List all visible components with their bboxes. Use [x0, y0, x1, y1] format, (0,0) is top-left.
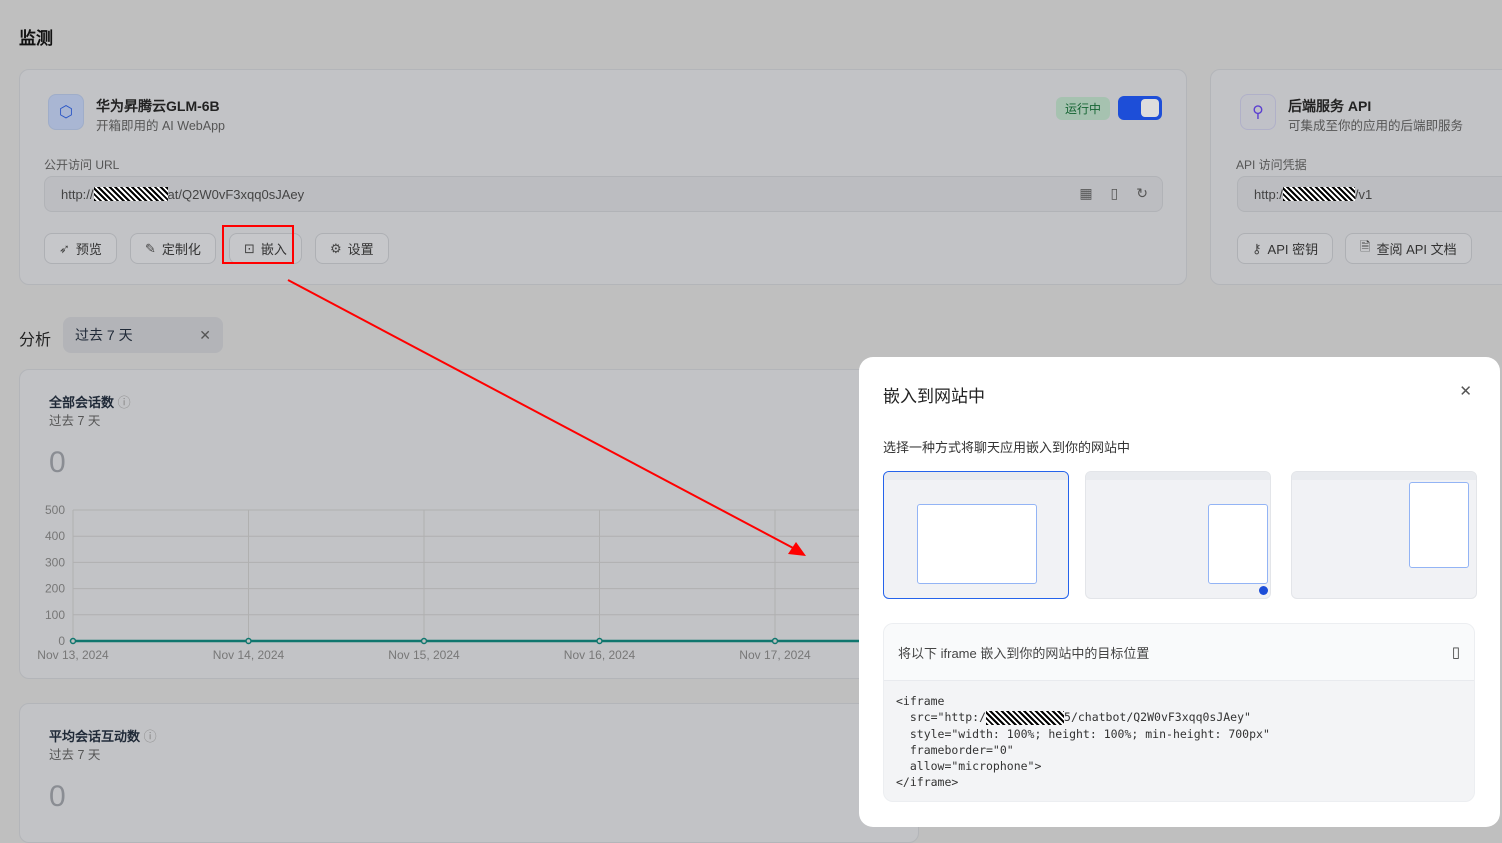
- gear-icon: ⚙: [330, 240, 342, 256]
- chart-total: 0: [49, 780, 66, 813]
- help-icon[interactable]: ⓘ: [143, 729, 157, 744]
- redacted: [986, 710, 1065, 725]
- button-label: API 密钥: [1267, 242, 1319, 257]
- rocket-icon: ➶: [59, 240, 70, 256]
- embed-button[interactable]: ⊡ 嵌入: [229, 233, 302, 264]
- data-point: [420, 637, 428, 645]
- enable-toggle[interactable]: [1118, 96, 1162, 120]
- period-select[interactable]: 过去 7 天 ✕: [63, 317, 223, 353]
- api-icon: ⚲: [1240, 94, 1276, 130]
- y-tick-label: 100: [45, 608, 65, 622]
- modal-title: 嵌入到网站中: [883, 387, 985, 406]
- cube-icon: ⬡: [48, 94, 84, 130]
- url-suffix: at/Q2W0vF3xqq0sJAey: [167, 186, 305, 202]
- button-label: 定制化: [161, 242, 201, 257]
- code-line: </iframe>: [896, 775, 959, 790]
- code-line: frameborder="0": [896, 742, 1014, 757]
- y-tick-label: 0: [58, 634, 65, 648]
- public-url-field[interactable]: http:// at/Q2W0vF3xqq0sJAey ▦ ▯ ↻: [44, 176, 1163, 212]
- x-tick-label: Nov 14, 2024: [213, 648, 285, 662]
- url-prefix: http://: [61, 186, 94, 202]
- code-line: src="http:/: [896, 710, 987, 725]
- chart-period: 过去 7 天: [49, 414, 101, 428]
- api-card: ⚲ 后端服务 API 可集成至你的应用的后端即服务 API 访问凭据 http:…: [1210, 69, 1502, 285]
- app-name: 华为昇腾云GLM-6B: [96, 98, 220, 114]
- chart-title: 平均会话互动数: [49, 729, 141, 744]
- code-block: 将以下 iframe 嵌入到你的网站中的目标位置 ▯ <iframe src="h…: [883, 623, 1475, 802]
- help-icon[interactable]: ⓘ: [117, 395, 131, 410]
- url-suffix: /v1: [1354, 186, 1373, 202]
- brush-icon: ✎: [145, 240, 156, 256]
- api-url-field[interactable]: http:/ /v1: [1237, 176, 1502, 212]
- chart-card-conversations: 全部会话数 ⓘ 过去 7 天 0: [19, 369, 919, 679]
- analysis-label: 分析: [19, 332, 52, 349]
- embed-option-iframe[interactable]: [883, 471, 1069, 599]
- code-line: 5/chatbot/Q2W0vF3xqq0sJAey": [1064, 710, 1251, 725]
- document-icon: 🗎: [1360, 238, 1371, 254]
- x-tick-label: Nov 15, 2024: [388, 648, 460, 662]
- x-tick-label: Nov 16, 2024: [564, 648, 636, 662]
- redacted: [93, 187, 168, 201]
- app-desc: 开箱即用的 AI WebApp: [96, 119, 225, 133]
- api-name: 后端服务 API: [1288, 98, 1372, 114]
- api-docs-button[interactable]: 🗎 查阅 API 文档: [1345, 233, 1472, 264]
- data-point: [596, 637, 603, 645]
- key-icon: ⚷: [1252, 240, 1262, 256]
- settings-button[interactable]: ⚙ 设置: [315, 233, 389, 264]
- code-line: style="width: 100%; height: 100%; min-he…: [896, 726, 1270, 741]
- y-tick-label: 300: [45, 555, 65, 569]
- embed-icon: ⊡: [244, 240, 255, 256]
- line-chart: 0 100 200 300 400 500 Nov 13, 2024 Nov 14, 2024…: [37, 503, 870, 662]
- qrcode-icon[interactable]: ▦: [1079, 185, 1093, 201]
- y-tick-label: 400: [45, 529, 65, 543]
- copy-icon[interactable]: ▯: [1110, 185, 1119, 201]
- button-label: 设置: [347, 242, 374, 257]
- redacted: [1282, 187, 1355, 201]
- y-tick-label: 500: [45, 503, 65, 517]
- x-tick-label: Nov 17, 2024: [739, 648, 811, 662]
- data-point: [245, 637, 252, 645]
- button-label: 嵌入: [260, 242, 287, 257]
- page-title: 监测: [19, 29, 53, 48]
- x-tick-label: Nov 13, 2024: [37, 648, 109, 662]
- chart-title: 全部会话数: [49, 395, 115, 410]
- chart-card-interactions: 平均会话互动数 ⓘ 过去 7 天 0: [19, 703, 919, 843]
- y-tick-label: 200: [45, 582, 65, 596]
- code-title: 将以下 iframe 嵌入到你的网站中的目标位置: [898, 645, 1150, 661]
- refresh-icon[interactable]: ↻: [1136, 185, 1148, 201]
- embed-option-bubble[interactable]: [1085, 471, 1271, 599]
- url-prefix: http:/: [1254, 186, 1283, 202]
- clear-icon[interactable]: ✕: [199, 326, 211, 343]
- preview-button[interactable]: ➶ 预览: [44, 233, 117, 264]
- embed-option-extension[interactable]: [1291, 471, 1477, 599]
- modal-subtitle: 选择一种方式将聊天应用嵌入到你的网站中: [883, 440, 1131, 455]
- url-label: 公开访问 URL: [44, 158, 120, 172]
- chart-period: 过去 7 天: [49, 748, 101, 762]
- button-label: 查阅 API 文档: [1376, 242, 1457, 257]
- api-desc: 可集成至你的应用的后端即服务: [1288, 119, 1464, 133]
- api-key-button[interactable]: ⚷ API 密钥: [1237, 233, 1334, 264]
- highlight-box: [222, 225, 294, 264]
- period-value: 过去 7 天: [75, 327, 133, 343]
- data-point: [771, 637, 779, 645]
- code-line: allow="microphone">: [896, 759, 1042, 774]
- button-label: 预览: [75, 242, 102, 257]
- copy-icon[interactable]: ▯: [1451, 644, 1460, 661]
- data-point: [69, 637, 77, 645]
- customize-button[interactable]: ✎ 定制化: [130, 233, 216, 264]
- api-url-label: API 访问凭据: [1236, 158, 1307, 172]
- webapp-card: ⬡ 华为昇腾云GLM-6B 开箱即用的 AI WebApp 运行中 公开访问 U…: [19, 69, 1187, 285]
- status-badge: 运行中: [1055, 96, 1110, 120]
- chart-total: 0: [49, 446, 66, 479]
- code-line: <iframe: [896, 694, 945, 708]
- close-icon[interactable]: ✕: [1459, 383, 1472, 400]
- embed-modal: 嵌入到网站中 ✕ 选择一种方式将聊天应用嵌入到你的网站中 将以下 iframe …: [859, 357, 1500, 827]
- embed-code[interactable]: <iframe src="http:/ 5/chatbot/Q2W0vF3xqq0…: [884, 681, 1474, 801]
